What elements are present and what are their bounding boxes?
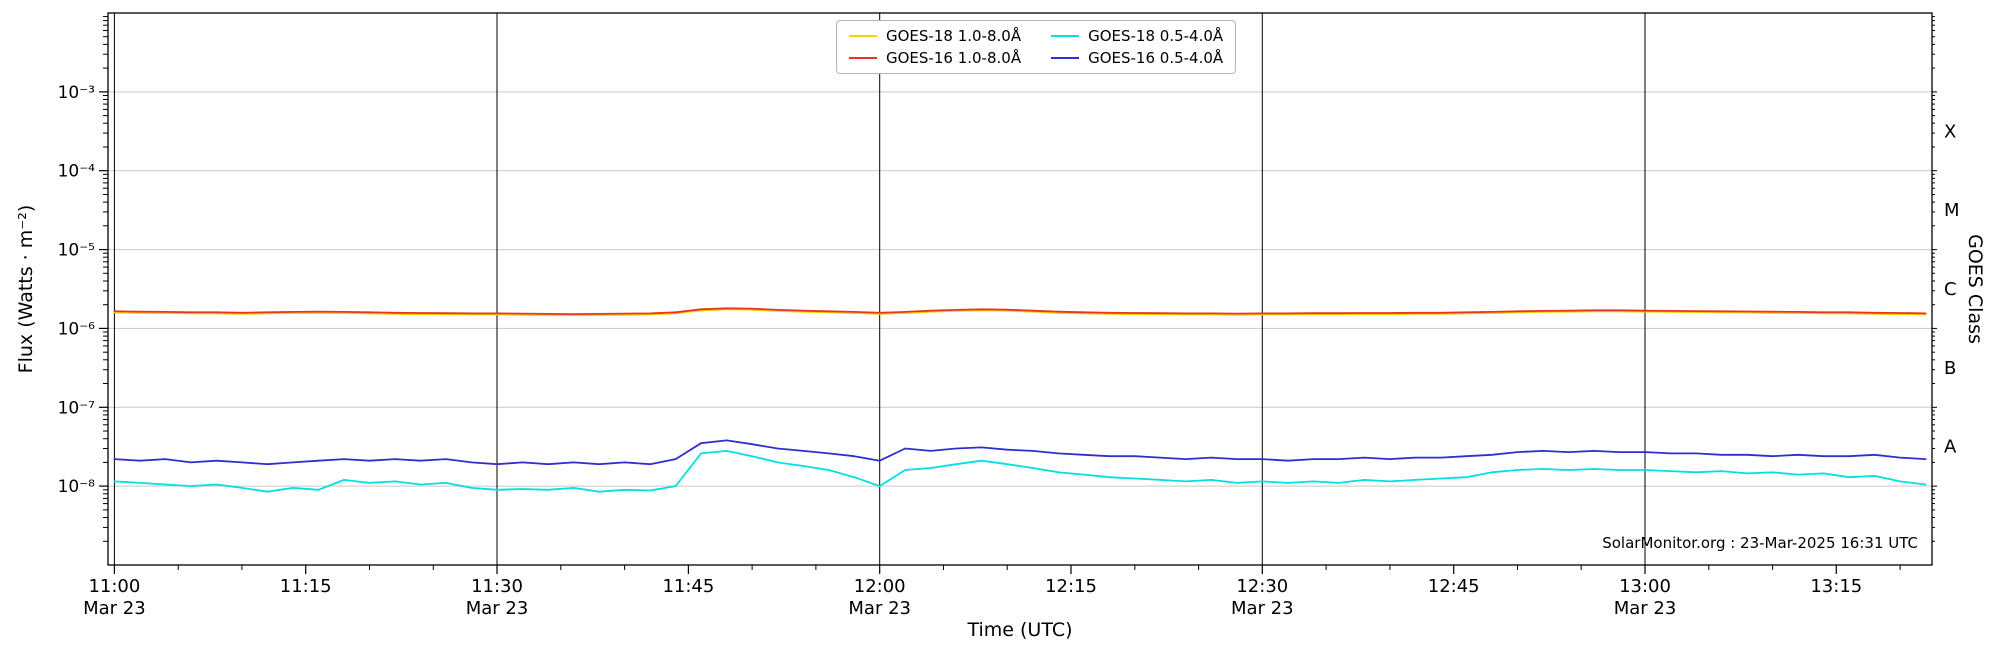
goes-class-letter: A [1944,437,1957,458]
goes-class-letter: M [1944,200,1960,221]
series-line [113,308,1927,317]
legend-label: GOES-16 1.0-8.0Å [886,48,1022,67]
legend-label: GOES-16 0.5-4.0Å [1088,48,1224,67]
source-annotation: SolarMonitor.org : 23-Mar-2025 16:31 UTC [1602,534,1918,552]
x-tick-sublabel: Mar 23 [1231,598,1294,619]
x-tick-label: 13:15 [1810,576,1862,597]
x-tick-label: 11:15 [280,576,332,597]
legend-line-swatch [849,56,877,59]
legend-label: GOES-18 1.0-8.0Å [886,27,1022,45]
legend-line-swatch [1051,35,1080,38]
legend-line-swatch [1051,56,1080,59]
x-tick-sublabel: Mar 23 [1614,598,1677,619]
goes-class-letter: B [1944,358,1956,379]
x-tick-label: 12:45 [1428,576,1480,597]
x-tick-label: 12:15 [1045,576,1097,597]
x-tick-label: 11:30 [471,576,523,597]
x-tick-label: 12:00 [854,576,906,597]
y-axis-label: Flux (Watts · m⁻²) [15,204,37,374]
series-line [113,449,1927,493]
legend-item: GOES-16 1.0-8.0Å [849,48,1022,67]
right-axis-label: GOES Class [1964,234,1986,344]
x-tick-sublabel: Mar 23 [848,598,911,619]
x-tick-sublabel: Mar 23 [466,598,529,619]
goes-class-letter: C [1944,279,1957,300]
legend-label: GOES-18 0.5-4.0Å [1088,27,1224,45]
legend-item: GOES-16 0.5-4.0Å [1051,48,1224,67]
y-tick-label: 10⁻⁶ [58,319,96,339]
plot-frame [107,12,1933,566]
legend-column: GOES-18 0.5-4.0Å GOES-16 0.5-4.0Å [1051,28,1223,66]
legend: GOES-18 1.0-8.0Å GOES-16 1.0-8.0Å GOES-18 … [836,20,1237,74]
x-tick-label: 13:00 [1619,576,1671,597]
y-tick-label: 10⁻⁴ [58,162,96,182]
x-tick-sublabel: Mar 23 [83,598,146,619]
x-axis-label: Time (UTC) [967,619,1073,641]
y-tick-label: 10⁻⁷ [58,398,96,418]
goes-class-letter: X [1944,121,1956,142]
x-tick-label: 12:30 [1236,576,1288,597]
y-tick-label: 10⁻⁵ [58,241,95,261]
series-line [113,307,1927,316]
legend-column: GOES-18 1.0-8.0Å GOES-16 1.0-8.0Å [849,28,1021,66]
series-line [113,439,1927,466]
y-tick-label: 10⁻⁸ [58,477,96,497]
legend-item: GOES-18 1.0-8.0Å [849,28,1021,45]
x-tick-label: 11:45 [662,576,714,597]
x-tick-label: 11:00 [88,576,140,597]
legend-item: GOES-18 0.5-4.0Å [1051,28,1223,45]
y-tick-label: 10⁻³ [58,83,95,103]
legend-line-swatch [849,35,877,38]
